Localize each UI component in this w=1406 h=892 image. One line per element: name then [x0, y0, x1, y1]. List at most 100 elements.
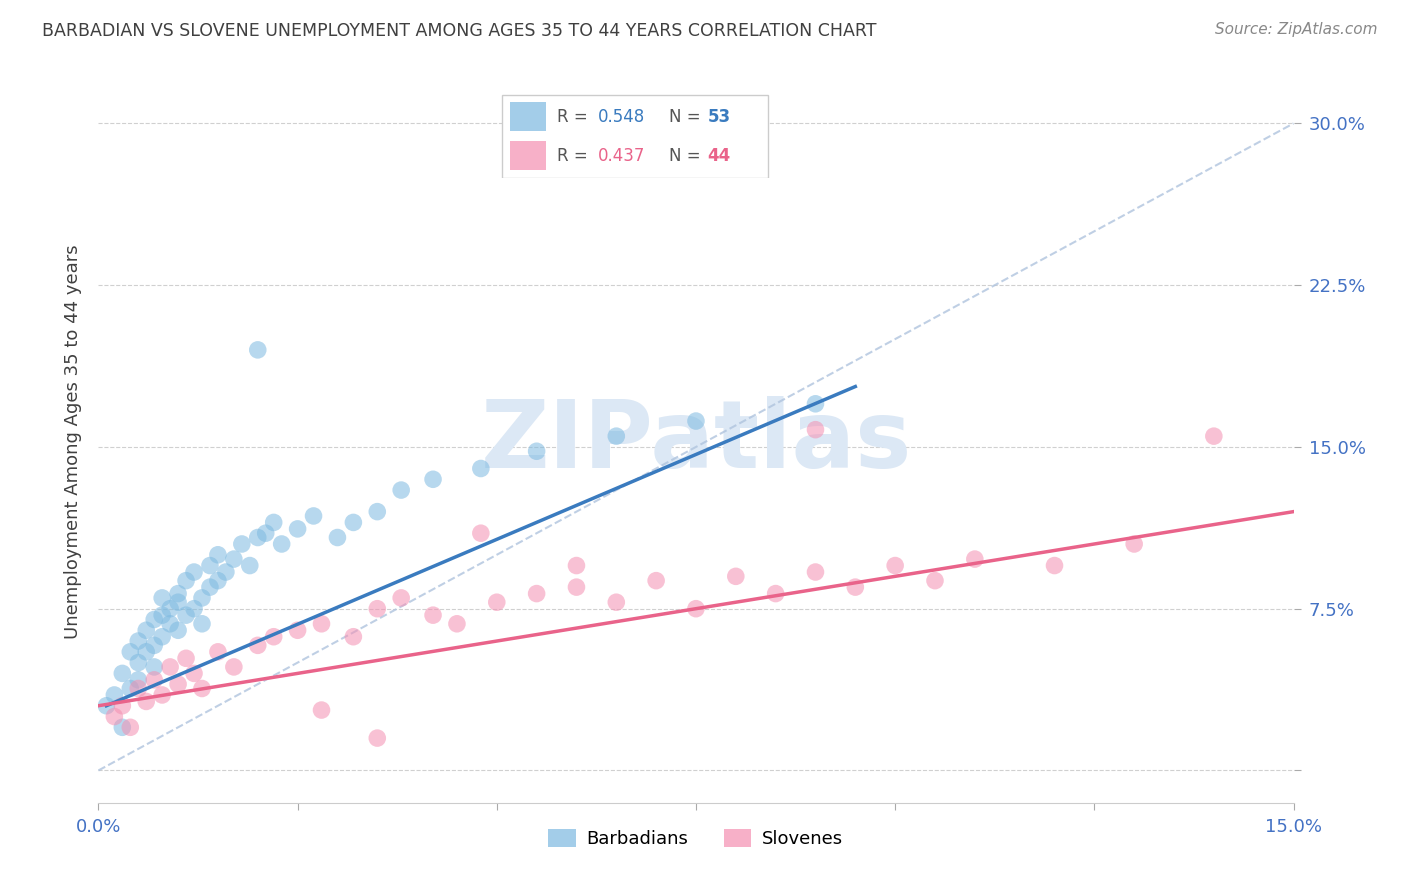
Point [470, 526, 492, 541]
Point [143, 660, 166, 674]
Point [150, 630, 173, 644]
Point [366, 505, 388, 519]
FancyBboxPatch shape [502, 95, 768, 178]
FancyBboxPatch shape [510, 141, 546, 169]
Point [167, 677, 190, 691]
Point [342, 516, 364, 530]
Point [135, 694, 157, 708]
Point [198, 558, 221, 573]
Point [96, 698, 118, 713]
Point [183, 601, 205, 615]
Point [143, 612, 166, 626]
Point [150, 591, 173, 605]
Point [446, 616, 468, 631]
Y-axis label: Unemployment Among Ages 35 to 44 years: Unemployment Among Ages 35 to 44 years [63, 244, 82, 639]
Point [1043, 558, 1066, 573]
Point [174, 651, 197, 665]
Point [191, 591, 214, 605]
Point [167, 624, 190, 638]
Point [159, 601, 181, 615]
Point [804, 423, 827, 437]
Text: N =: N = [669, 146, 706, 164]
Point [287, 522, 309, 536]
Point [159, 616, 181, 631]
Text: R =: R = [557, 108, 593, 126]
Point [470, 461, 492, 475]
Point [222, 660, 245, 674]
Point [127, 634, 149, 648]
Point [174, 574, 197, 588]
Point [485, 595, 508, 609]
Point [1202, 429, 1225, 443]
Point [183, 565, 205, 579]
Point [645, 574, 668, 588]
Point [127, 673, 149, 687]
Point [150, 688, 173, 702]
Point [389, 591, 412, 605]
Point [120, 681, 142, 696]
Point [120, 645, 142, 659]
Point [263, 630, 285, 644]
Point [143, 673, 166, 687]
Point [167, 595, 190, 609]
Point [366, 601, 388, 615]
Point [302, 508, 325, 523]
Point [174, 608, 197, 623]
Point [231, 537, 253, 551]
Point [605, 429, 627, 443]
Point [263, 516, 285, 530]
Point [326, 531, 349, 545]
Text: Source: ZipAtlas.com: Source: ZipAtlas.com [1215, 22, 1378, 37]
Point [183, 666, 205, 681]
Text: BARBADIAN VS SLOVENE UNEMPLOYMENT AMONG AGES 35 TO 44 YEARS CORRELATION CHART: BARBADIAN VS SLOVENE UNEMPLOYMENT AMONG … [42, 22, 877, 40]
Point [143, 638, 166, 652]
Text: R =: R = [557, 146, 593, 164]
Point [884, 558, 907, 573]
Point [342, 630, 364, 644]
Point [963, 552, 986, 566]
Point [191, 681, 214, 696]
Point [804, 397, 827, 411]
Point [239, 558, 262, 573]
Point [765, 586, 787, 600]
Point [207, 548, 229, 562]
Point [605, 595, 627, 609]
Point [1123, 537, 1146, 551]
Point [127, 656, 149, 670]
Point [198, 580, 221, 594]
Point [150, 608, 173, 623]
Point [135, 624, 157, 638]
Text: 44: 44 [707, 146, 731, 164]
Point [111, 666, 134, 681]
Point [120, 720, 142, 734]
Point [287, 624, 309, 638]
Point [127, 681, 149, 696]
Point [246, 638, 269, 652]
Point [207, 645, 229, 659]
Point [389, 483, 412, 497]
Point [246, 531, 269, 545]
Point [565, 558, 588, 573]
Point [844, 580, 866, 594]
Point [215, 565, 238, 579]
Point [159, 660, 181, 674]
Text: 53: 53 [707, 108, 731, 126]
Point [135, 645, 157, 659]
Point [270, 537, 292, 551]
Point [103, 688, 125, 702]
Point [366, 731, 388, 745]
Point [254, 526, 277, 541]
Point [565, 580, 588, 594]
Point [685, 414, 707, 428]
Text: N =: N = [669, 108, 706, 126]
FancyBboxPatch shape [510, 103, 546, 131]
Point [685, 601, 707, 615]
Point [191, 616, 214, 631]
Point [207, 574, 229, 588]
Point [804, 565, 827, 579]
Point [311, 703, 333, 717]
Point [167, 586, 190, 600]
Point [311, 616, 333, 631]
Legend: Barbadians, Slovenes: Barbadians, Slovenes [541, 822, 851, 855]
Text: 0.548: 0.548 [598, 108, 645, 126]
